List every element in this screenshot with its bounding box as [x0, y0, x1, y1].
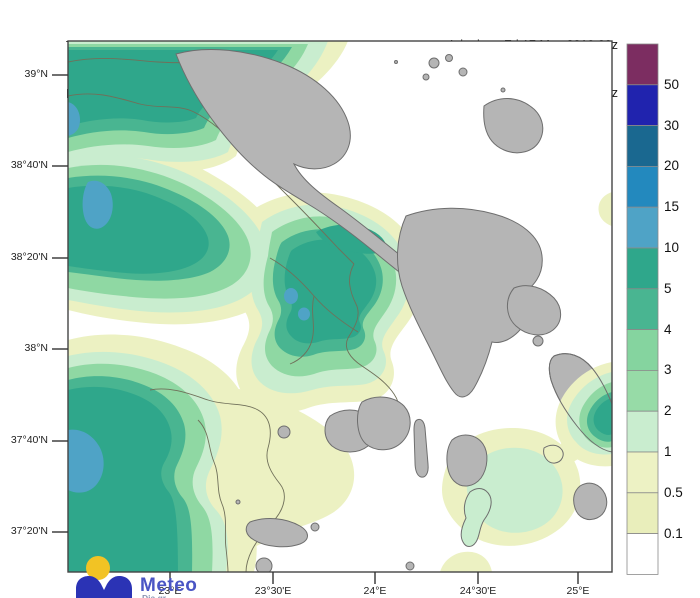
- colorbar-segment: [626, 43, 659, 86]
- precip-region-pale: [440, 551, 492, 572]
- colorbar-label: 2: [664, 403, 672, 418]
- land-group: [175, 48, 612, 572]
- island-andros-outline: [548, 353, 612, 453]
- islet: [532, 335, 544, 347]
- precip-core-10mm: [82, 180, 113, 229]
- colorbar-label: 50: [664, 77, 680, 92]
- islet: [235, 499, 241, 505]
- logo-m-icon: [76, 576, 132, 598]
- peninsula-attica: [396, 207, 543, 398]
- colorbar-segment: [626, 206, 659, 249]
- precip-region-1mm: [466, 447, 563, 533]
- lat-label: 38°40'N: [10, 159, 48, 171]
- precip-core-10mm: [68, 102, 80, 136]
- coastline: [149, 388, 285, 572]
- island-kea: [446, 434, 488, 487]
- lon-label: 23°E: [158, 585, 182, 597]
- colorbar-segment: [626, 410, 659, 453]
- colorbar-segment: [626, 533, 659, 575]
- island-south-evia: [507, 285, 562, 336]
- colorbar-segment: [626, 247, 659, 290]
- precip-region-5mm: [68, 386, 178, 572]
- island-skyros: [483, 98, 544, 154]
- colorbar-label: 15: [664, 199, 680, 214]
- islet: [422, 73, 430, 81]
- colorbar-label: 5: [664, 281, 672, 296]
- lon-label: 24°30'E: [459, 585, 497, 597]
- precip-blue10-group: [68, 102, 310, 493]
- island-makronisos: [413, 418, 429, 478]
- colorbar-segment: [626, 165, 659, 208]
- right-edge-precip-group: [548, 353, 612, 467]
- lon-label: 23°30'E: [254, 585, 292, 597]
- lon-label: 25°E: [566, 585, 590, 597]
- colorbar-label: 4: [664, 322, 672, 337]
- lat-label: 39°N: [24, 68, 48, 80]
- precip-core-10mm: [298, 307, 310, 321]
- colorbar: [626, 43, 659, 575]
- colorbar-label: 3: [664, 362, 672, 377]
- islet: [428, 57, 440, 69]
- logo-sub-text: Dia.gr: [142, 593, 167, 598]
- islet: [310, 522, 320, 532]
- islet: [255, 557, 273, 572]
- islet: [500, 87, 506, 93]
- islet: [277, 425, 291, 439]
- coastline: [345, 263, 400, 425]
- colorbar-segment: [626, 84, 659, 127]
- coastline: [197, 419, 229, 572]
- lat-label: 38°N: [24, 342, 48, 354]
- islet-outline: [543, 444, 564, 464]
- islet: [405, 561, 415, 571]
- colorbar-segment: [626, 492, 659, 534]
- border-line: [289, 295, 315, 365]
- islet: [394, 60, 398, 64]
- lat-label: 37°40'N: [10, 434, 48, 446]
- islet: [445, 54, 453, 62]
- colorbar-label: 20: [664, 158, 680, 173]
- precip-region-5mm: [593, 398, 612, 435]
- precip-region-pale: [598, 192, 612, 226]
- colorbar-segment: [626, 288, 659, 330]
- logo-brand-text: Meteo: [140, 575, 198, 596]
- island-near-attica: [357, 396, 411, 451]
- precip-core-10mm: [68, 429, 104, 493]
- island-serifos: [573, 482, 608, 521]
- axis-ticks: [52, 74, 579, 584]
- island-hydra: [245, 518, 308, 548]
- colorbar-segment: [626, 329, 659, 371]
- colorbar-segment: [626, 125, 659, 167]
- colorbar-label: 10: [664, 240, 680, 255]
- colorbar-label: 1: [664, 444, 672, 459]
- lon-label: 24°E: [363, 585, 387, 597]
- colorbar-label: 30: [664, 118, 680, 133]
- colorbar-segment: [626, 369, 659, 412]
- island-kythnos-outline: [460, 488, 492, 547]
- meteo-logo: [76, 556, 132, 598]
- lat-label: 38°20'N: [10, 251, 48, 263]
- colorbar-segment: [626, 451, 659, 494]
- colorbar-label: 0.5: [664, 485, 683, 500]
- lat-label: 37°20'N: [10, 525, 48, 537]
- map-frame: [67, 40, 613, 573]
- colorbar-label: 0.1: [664, 526, 683, 541]
- sun-icon: [86, 556, 110, 580]
- map-area: [68, 41, 612, 572]
- islet: [458, 67, 468, 77]
- precip-core-10mm: [284, 288, 298, 304]
